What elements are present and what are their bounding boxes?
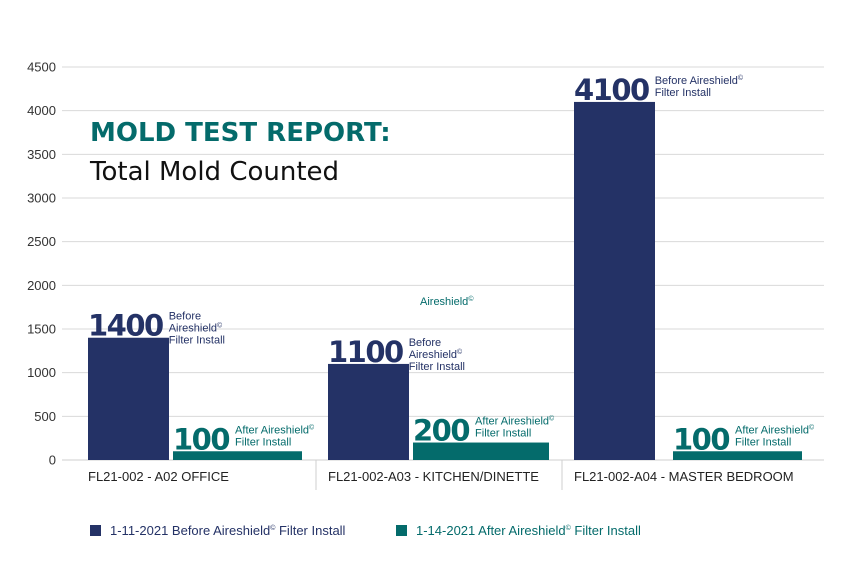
y-tick-label: 4500 [27, 60, 56, 75]
bar-value-label: 1100 [328, 335, 403, 369]
bar-annotation-line: Before [169, 311, 201, 323]
bar-value-label: 200 [413, 414, 469, 448]
bar-before [328, 363, 409, 460]
bar-after [173, 451, 302, 460]
bar-after [413, 442, 549, 460]
bar-annotation-line: Filter Install [735, 436, 791, 448]
bar-before [574, 101, 655, 460]
bar-before [88, 337, 169, 460]
bar-value-label: 100 [173, 422, 229, 456]
gridlines [62, 66, 824, 490]
y-tick-label: 1000 [27, 365, 56, 380]
bar-value-label: 1400 [88, 309, 163, 343]
bar-value-label: 4100 [574, 73, 649, 107]
y-axis-ticks: 0 500 1000 1500 2000 2500 3000 3500 4000 4500 [27, 60, 56, 468]
y-tick-label: 0 [49, 453, 56, 468]
bar-annotation-line: Filter Install [169, 335, 225, 347]
legend-swatch [90, 525, 101, 536]
y-tick-label: 3000 [27, 191, 56, 206]
chart-subtitle: Total Mold Counted [89, 157, 339, 187]
bars [88, 101, 802, 460]
bar-annotation-line: After Aireshield© [735, 423, 815, 436]
y-tick-label: 3500 [27, 147, 56, 162]
bar-value-label: 100 [673, 422, 729, 456]
legend-label: 1-14-2021 After Aireshield© Filter Insta… [416, 523, 641, 538]
x-category-label: FL21-002 - A02 OFFICE [88, 469, 229, 484]
chart-title: MOLD TEST REPORT: [90, 118, 391, 148]
floating-annotation-text: Aireshield© [420, 295, 474, 308]
bar-annotation-line: After Aireshield© [235, 423, 315, 436]
y-tick-label: 1500 [27, 322, 56, 337]
y-tick-label: 2000 [27, 278, 56, 293]
x-category-label: FL21-002-A04 - MASTER BEDROOM [574, 469, 794, 484]
bar-annotation-line: Filter Install [475, 428, 531, 440]
legend: 1-11-2021 Before Aireshield© Filter Inst… [90, 523, 641, 538]
y-tick-label: 500 [34, 409, 56, 424]
bar-annotation-line: Aireshield© [169, 322, 223, 335]
x-axis-categories: FL21-002 - A02 OFFICE FL21-002-A03 - KITC… [88, 469, 794, 484]
y-tick-label: 2500 [27, 234, 56, 249]
bar-annotation-line: Filter Install [235, 436, 291, 448]
bar-annotation-line: Before Aireshield© [655, 74, 744, 87]
legend-label: 1-11-2021 Before Aireshield© Filter Inst… [110, 523, 346, 538]
bar-annotation-line: Filter Install [409, 361, 465, 373]
bar-annotation-line: Filter Install [655, 87, 711, 99]
bar-annotation-line: Aireshield© [409, 348, 463, 361]
x-category-label: FL21-002-A03 - KITCHEN/DINETTE [328, 469, 539, 484]
bar-after [673, 451, 802, 460]
bar-annotation-line: After Aireshield© [475, 415, 555, 428]
legend-swatch [396, 525, 407, 536]
bar-annotation-line: Before [409, 337, 441, 349]
y-tick-label: 4000 [27, 103, 56, 118]
